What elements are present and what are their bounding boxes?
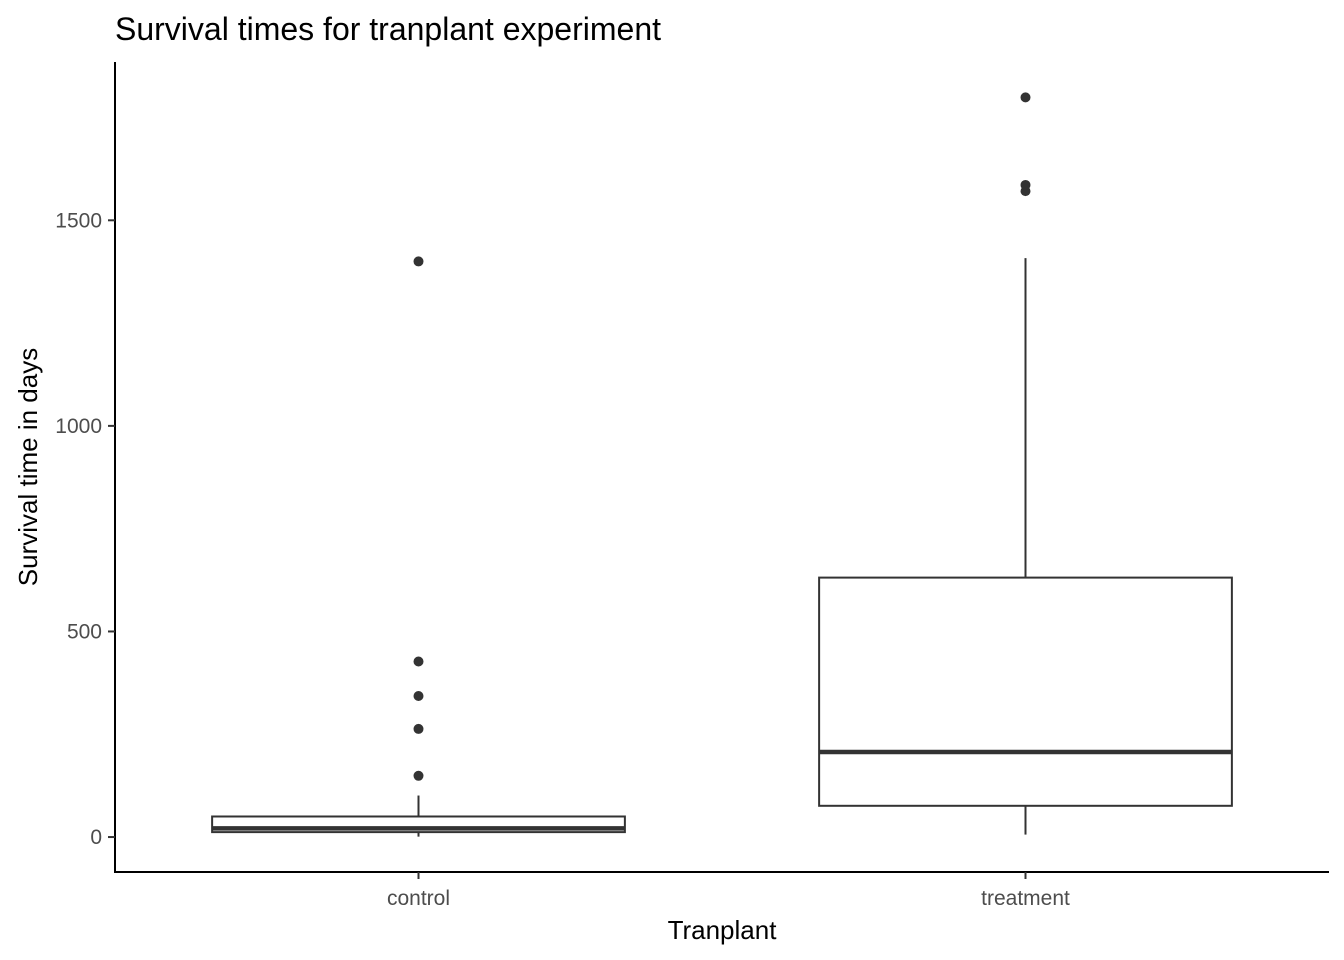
outlier-point — [413, 723, 424, 734]
y-axis-title: Survival time in days — [13, 348, 43, 586]
outlier-point — [413, 770, 424, 781]
y-axis-ticks: 0 500 1000 1500 — [55, 209, 115, 849]
outlier-point — [413, 256, 424, 267]
x-axis-title: Tranplant — [668, 915, 778, 945]
box-group-control — [211, 256, 626, 837]
plot-area — [211, 92, 1233, 837]
outlier-point — [1020, 92, 1031, 103]
chart-title: Survival times for tranplant experiment — [115, 11, 661, 47]
iqr-box — [818, 576, 1233, 807]
box-group-treatment — [818, 92, 1233, 835]
outlier-point — [413, 656, 424, 667]
outlier-point — [1020, 179, 1031, 190]
y-tick-label: 500 — [67, 620, 102, 643]
x-tick-label-control: control — [387, 887, 450, 910]
y-tick-label: 0 — [90, 826, 102, 849]
y-tick-label: 1000 — [55, 415, 102, 438]
y-tick-label: 1500 — [55, 209, 102, 232]
x-tick-label-treatment: treatment — [981, 887, 1070, 910]
outlier-point — [413, 691, 424, 702]
x-axis-ticks: control treatment — [387, 872, 1070, 910]
